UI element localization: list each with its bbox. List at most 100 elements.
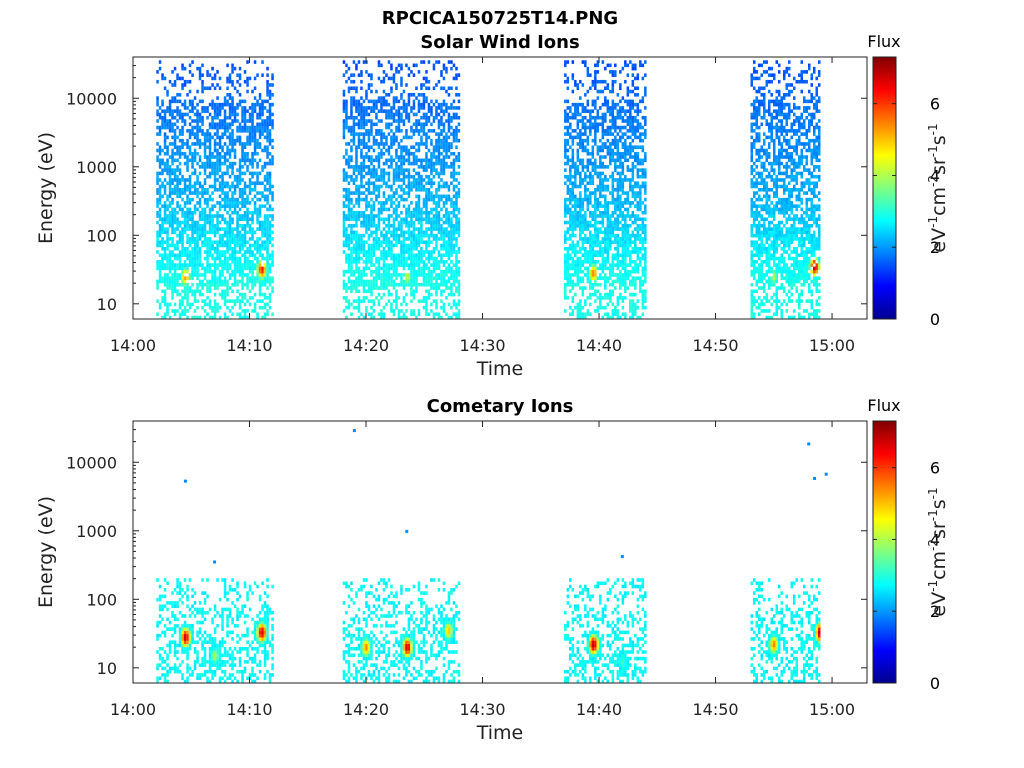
spectrogram-cell: [226, 181, 229, 186]
spectrogram-cell: [271, 83, 274, 87]
spectrogram-cell: [377, 119, 381, 123]
spectrogram-cell: [345, 299, 348, 303]
spectrogram-cell: [402, 204, 406, 208]
spectrogram-cell: [417, 282, 421, 287]
spectrogram-cell: [263, 292, 267, 297]
spectrogram-cell: [564, 253, 567, 258]
spectrogram-cell: [186, 276, 189, 280]
spectrogram-cell: [163, 227, 167, 231]
spectrogram-cell: [168, 263, 172, 267]
spectrogram-cell: [370, 119, 373, 123]
spectrogram-cell: [380, 99, 383, 104]
spectrogram-cell: [427, 292, 431, 297]
spectrogram-cell: [427, 220, 431, 225]
spectrogram-cell: [435, 312, 438, 317]
spectrogram-cell: [425, 282, 428, 287]
spectrogram-cell: [186, 309, 189, 313]
spectrogram-cell: [236, 102, 239, 107]
spectrogram-cell: [390, 184, 393, 189]
spectrogram-cell: [365, 279, 368, 284]
spectrogram-cell: [176, 135, 179, 140]
spectrogram-cell: [442, 129, 446, 133]
spectrogram-cell: [417, 256, 421, 261]
spectrogram-cell: [156, 240, 159, 244]
spectrogram-cell: [584, 220, 587, 225]
spectrogram-cell: [382, 240, 386, 244]
spectrogram-cell: [599, 178, 602, 182]
spectrogram-cell: [158, 305, 162, 310]
spectrogram-cell: [198, 253, 202, 258]
spectrogram-cell: [599, 201, 602, 205]
spectrogram-cell: [360, 276, 363, 280]
spectrogram-cell: [574, 246, 577, 251]
spectrogram-cell: [412, 230, 416, 235]
spectrogram-cell: [365, 289, 368, 294]
spectrogram-cell: [211, 106, 214, 110]
spectrogram-cell: [193, 106, 197, 110]
spectrogram-cell: [564, 161, 567, 166]
spectrogram-cell: [447, 224, 451, 228]
spectrogram-cell: [569, 165, 572, 169]
spectrogram-cell: [208, 210, 212, 215]
spectrogram-cell: [258, 115, 262, 120]
spectrogram-cell: [566, 207, 570, 212]
spectrogram-cell: [231, 132, 234, 136]
spectrogram-cell: [357, 197, 361, 202]
spectrogram-cell: [216, 230, 219, 235]
spectrogram-cell: [400, 83, 403, 87]
spectrogram-cell: [417, 273, 421, 277]
spectrogram-cell: [206, 70, 209, 74]
spectrogram-cell: [457, 286, 461, 290]
spectrogram-cell: [430, 220, 433, 225]
spectrogram-cell: [226, 282, 229, 287]
spectrogram-cell: [425, 132, 428, 136]
spectrogram-cell: [425, 207, 428, 212]
spectrogram-cell: [432, 260, 436, 264]
spectrogram-cell: [350, 227, 353, 231]
spectrogram-cell: [350, 132, 353, 136]
spectrogram-cell: [442, 243, 446, 248]
spectrogram-cell: [173, 217, 177, 222]
spectrogram-cell: [604, 263, 607, 267]
spectrogram-cell: [223, 296, 227, 300]
spectrogram-cell: [256, 237, 259, 241]
spectrogram-cell: [183, 220, 187, 225]
spectrogram-cell: [171, 125, 174, 130]
spectrogram-cell: [430, 282, 433, 287]
spectrogram-cell: [412, 296, 416, 300]
spectrogram-cell: [397, 194, 401, 199]
spectrogram-cell: [171, 158, 174, 163]
spectrogram-cell: [256, 102, 259, 107]
spectrogram-cell: [241, 115, 244, 120]
spectrogram-cell: [372, 224, 376, 228]
spectrogram-cell: [594, 73, 597, 77]
spectrogram-cell: [455, 253, 458, 258]
spectrogram-cell: [158, 151, 162, 156]
spectrogram-cell: [576, 250, 580, 254]
spectrogram-cell: [241, 279, 244, 284]
spectrogram-cell: [201, 86, 204, 91]
spectrogram-cell: [233, 253, 237, 258]
spectrogram-cell: [432, 161, 436, 166]
spectrogram-cell: [372, 102, 376, 107]
spectrogram-cell: [412, 289, 416, 294]
spectrogram-cell: [432, 86, 436, 91]
spectrogram-cell: [455, 178, 458, 182]
spectrogram-cell: [450, 132, 453, 136]
spectrogram-cell: [387, 263, 391, 267]
spectrogram-cell: [407, 112, 411, 117]
spectrogram-cell: [226, 256, 229, 261]
spectrogram-cell: [231, 165, 234, 169]
spectrogram-cell: [253, 158, 257, 163]
spectrogram-cell: [365, 240, 368, 244]
spectrogram-cell: [599, 89, 602, 94]
spectrogram-cell: [183, 276, 187, 280]
spectrogram-cell: [407, 96, 411, 100]
spectrogram-cell: [591, 178, 595, 182]
spectrogram-cell: [158, 148, 162, 153]
spectrogram-cell: [375, 227, 378, 231]
spectrogram-cell: [450, 253, 453, 258]
spectrogram-cell: [589, 279, 592, 284]
spectrogram-cell: [238, 135, 242, 140]
spectrogram-cell: [206, 106, 209, 110]
